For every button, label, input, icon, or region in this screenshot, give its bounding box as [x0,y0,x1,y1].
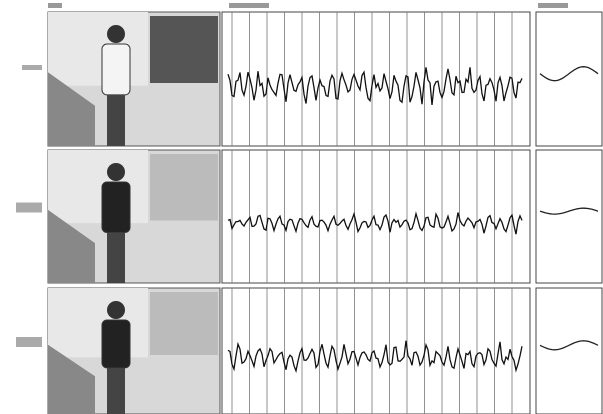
row-label-smudge [16,203,42,213]
person-body [102,320,130,368]
person-legs [107,95,125,146]
period-panel [536,150,602,283]
person-legs [107,368,125,414]
wave-panel [222,150,530,283]
photo-wall [48,12,148,86]
photo-board [150,154,218,221]
person-head [107,163,125,181]
row-label-smudge [16,337,42,347]
person-head [107,301,125,319]
period-panel [536,12,602,146]
header-smudge [538,3,568,8]
row-label-smudge [22,65,42,70]
photo-wall [48,150,148,223]
figure [0,0,603,414]
header-smudge [229,3,269,8]
wave-panel [222,288,530,414]
person-head [107,25,125,43]
photo-wall [48,288,148,357]
person-body [102,182,130,233]
header-smudge [48,3,62,8]
person-body [102,44,130,95]
person-legs [107,233,125,284]
photo-board [150,16,218,83]
period-panel [536,288,602,414]
photo-board [150,292,218,355]
